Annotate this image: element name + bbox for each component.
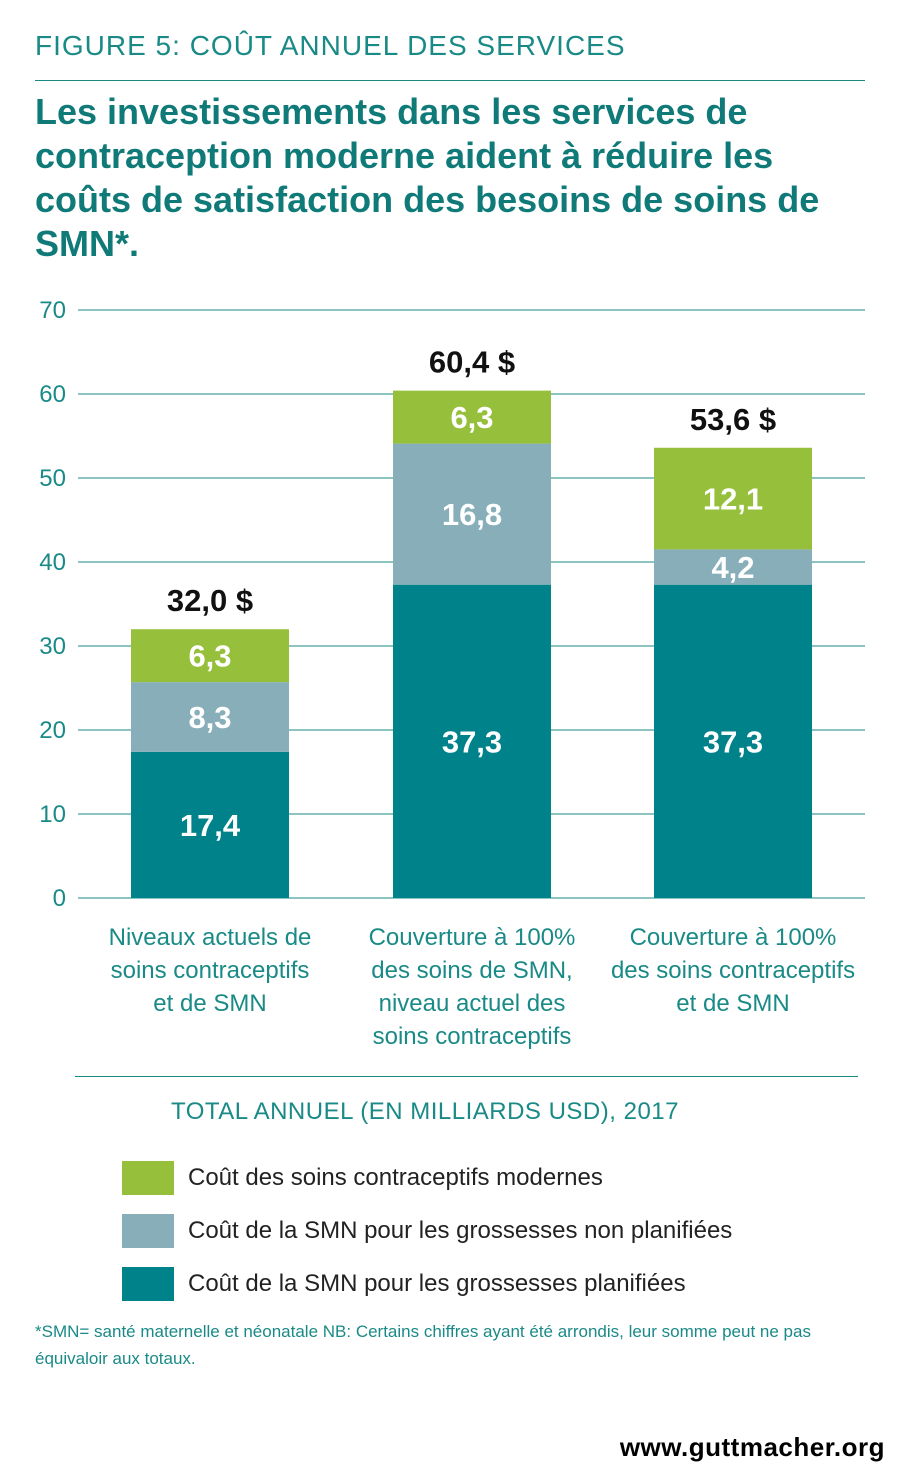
figure-label: FIGURE 5: COÛT ANNUEL DES SERVICES bbox=[35, 30, 626, 61]
bar-value-label: 4,2 bbox=[711, 550, 754, 585]
bar-segment bbox=[393, 443, 551, 585]
y-tick-label: 60 bbox=[39, 381, 66, 408]
x-category-label: et de SMN bbox=[153, 990, 266, 1017]
bar-value-label: 37,3 bbox=[442, 724, 502, 759]
bar-segment bbox=[393, 584, 551, 898]
x-category-label: Niveaux actuels de bbox=[109, 924, 312, 951]
bar-segment bbox=[654, 584, 812, 898]
legend-swatch bbox=[122, 1161, 174, 1195]
legend-item-planned: Coût de la SMN pour les grossesses plani… bbox=[122, 1266, 732, 1302]
bar-value-label: 8,3 bbox=[188, 700, 231, 735]
bar-value-label: 12,1 bbox=[703, 482, 763, 517]
x-axis-title: TOTAL ANNUEL (EN MILLIARDS USD), 2017 bbox=[171, 1098, 679, 1125]
legend: Coût des soins contraceptifs modernes Co… bbox=[122, 1160, 732, 1319]
x-category-label: Couverture à 100% bbox=[369, 924, 576, 951]
x-category-label: et de SMN bbox=[676, 990, 789, 1017]
bar-total-label: 53,6 $ bbox=[690, 402, 776, 437]
y-tick-label: 10 bbox=[39, 801, 66, 828]
legend-swatch bbox=[122, 1214, 174, 1248]
x-category-label: des soins de SMN, bbox=[371, 957, 572, 984]
y-tick-label: 40 bbox=[39, 549, 66, 576]
bar-value-label: 16,8 bbox=[442, 497, 502, 532]
x-category-label: des soins contraceptifs bbox=[611, 957, 855, 984]
source-url: www.guttmacher.org bbox=[619, 1432, 885, 1462]
y-tick-label: 30 bbox=[39, 633, 66, 660]
y-tick-label: 0 bbox=[53, 885, 66, 912]
x-category-label: soins contraceptifs bbox=[111, 957, 310, 984]
bar-total-label: 32,0 $ bbox=[167, 583, 253, 618]
chart-headline: Les investissements dans les services de… bbox=[35, 91, 820, 264]
y-tick-label: 20 bbox=[39, 717, 66, 744]
bar-value-label: 6,3 bbox=[450, 400, 493, 435]
footnote: *SMN= santé maternelle et néonatale NB: … bbox=[35, 1322, 811, 1368]
bar-total-label: 60,4 $ bbox=[429, 345, 515, 380]
legend-label: Coût de la SMN pour les grossesses non p… bbox=[188, 1217, 733, 1244]
bar-segment bbox=[654, 447, 812, 550]
bar-value-label: 6,3 bbox=[188, 639, 231, 674]
x-category-label: soins contraceptifs bbox=[373, 1023, 572, 1050]
x-category-label: Couverture à 100% bbox=[630, 924, 837, 951]
bar-value-label: 37,3 bbox=[703, 724, 763, 759]
bar-value-label: 17,4 bbox=[180, 808, 241, 843]
legend-swatch bbox=[122, 1267, 174, 1301]
legend-label: Coût de la SMN pour les grossesses plani… bbox=[188, 1270, 686, 1297]
bottom-divider bbox=[75, 1076, 858, 1077]
legend-label: Coût des soins contraceptifs modernes bbox=[188, 1164, 603, 1191]
bar-segment bbox=[131, 751, 289, 898]
y-tick-label: 70 bbox=[39, 297, 66, 324]
bar-segment bbox=[654, 549, 812, 585]
bar-segment bbox=[131, 682, 289, 752]
top-divider bbox=[35, 80, 865, 81]
legend-item-contraceptive: Coût des soins contraceptifs modernes bbox=[122, 1160, 732, 1196]
stacked-bar-chart: 0 10 20 30 40 50 60 70 17,4 8,3 6,3 32,0 $ Niveaux a… bbox=[39, 297, 865, 1050]
x-category-label: niveau actuel des bbox=[379, 990, 566, 1017]
bar-segment bbox=[131, 629, 289, 683]
bar-segment bbox=[393, 390, 551, 444]
legend-item-unplanned: Coût de la SMN pour les grossesses non p… bbox=[122, 1213, 732, 1249]
y-tick-label: 50 bbox=[39, 465, 66, 492]
